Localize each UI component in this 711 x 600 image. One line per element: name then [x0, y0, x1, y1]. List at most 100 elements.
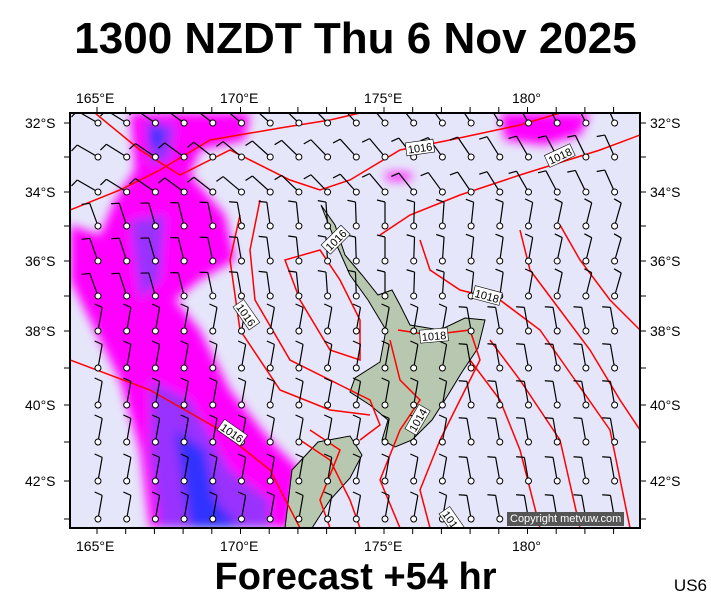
- wind-barb: [209, 453, 218, 485]
- wind-barb: [347, 269, 360, 300]
- wind-barb: [352, 340, 362, 372]
- wind-barb: [602, 306, 619, 335]
- wind-barb: [573, 417, 590, 446]
- wind-barb: [288, 270, 303, 300]
- wind-barb: [237, 453, 247, 485]
- wind-barb: [544, 380, 561, 409]
- wind-barb: [553, 198, 563, 230]
- wind-barb: [611, 233, 622, 265]
- lon-label-top: 175°E: [364, 90, 403, 106]
- wind-barb: [602, 343, 619, 372]
- wind-barb: [516, 417, 532, 446]
- isobar-label: 1018: [421, 330, 446, 344]
- wind-barb: [180, 303, 189, 335]
- wind-barb: [602, 417, 619, 446]
- wind-barb: [216, 141, 245, 161]
- wind-barb: [317, 270, 332, 300]
- wind-barb: [332, 173, 360, 196]
- wind-barb: [516, 343, 532, 372]
- wind-barb: [352, 377, 362, 409]
- wind-barb: [157, 142, 188, 161]
- wind-barb: [222, 113, 245, 127]
- wind-barb: [81, 237, 102, 265]
- wind-barb: [406, 269, 418, 300]
- wind-barb: [352, 453, 362, 485]
- wind-barb: [573, 456, 590, 485]
- axis-ticks: [64, 107, 646, 534]
- wind-barb: [288, 235, 303, 265]
- wind-barb: [602, 380, 619, 409]
- lon-label-top: 165°E: [76, 90, 115, 106]
- wind-barb: [582, 268, 593, 300]
- wind-barb: [187, 141, 217, 161]
- wind-barb: [317, 200, 332, 230]
- wind-barb: [237, 377, 247, 409]
- wind-barb: [596, 169, 619, 196]
- wind-barb: [209, 340, 218, 372]
- wind-barb: [516, 380, 532, 409]
- wind-barb: [140, 237, 159, 265]
- wind-barb: [332, 138, 360, 161]
- wind-barb: [295, 377, 304, 409]
- wind-barb: [295, 491, 304, 523]
- wind-barb: [170, 202, 188, 230]
- wind-barb: [266, 491, 275, 523]
- wind-barb: [303, 139, 332, 161]
- wind-barb: [352, 491, 362, 523]
- wind-barb: [458, 494, 475, 523]
- lat-label-left: 34°S: [25, 184, 56, 200]
- wind-barb: [376, 234, 389, 265]
- wind-barb: [458, 417, 475, 446]
- wind-barb: [602, 456, 619, 485]
- wind-barb: [553, 268, 563, 300]
- lon-label-bottom: 170°E: [220, 538, 259, 554]
- lon-label-bottom: 175°E: [364, 538, 403, 554]
- lat-label-left: 36°S: [25, 253, 56, 269]
- wind-barb: [323, 453, 333, 485]
- wind-barb: [237, 491, 247, 523]
- wind-barb: [352, 303, 362, 335]
- wind-barb: [123, 303, 132, 335]
- wind-barb: [524, 268, 534, 300]
- wind-barb: [516, 306, 532, 335]
- wind-barb: [458, 343, 475, 372]
- wind-barb: [381, 414, 390, 446]
- lat-label-right: 38°S: [650, 323, 681, 339]
- wind-barb: [604, 113, 619, 127]
- wind-barb: [128, 143, 159, 161]
- wind-barb: [170, 237, 188, 265]
- wind-barb: [229, 201, 245, 230]
- wind-barb: [611, 268, 622, 300]
- lat-label-right: 32°S: [650, 115, 681, 131]
- wind-barb: [71, 179, 102, 196]
- wind-barb: [486, 113, 504, 127]
- wind-barb: [544, 417, 561, 446]
- wind-barb: [339, 113, 360, 127]
- wind-barb: [487, 494, 504, 523]
- wind-barb: [410, 453, 419, 485]
- wind-barb: [187, 113, 217, 127]
- wind-barb: [376, 269, 389, 300]
- wind-barb: [323, 377, 333, 409]
- wind-barb: [199, 201, 217, 230]
- lon-label-bottom: 180°: [512, 538, 541, 554]
- wind-barb: [180, 453, 189, 485]
- wind-barb: [381, 303, 390, 335]
- wind-barb: [157, 177, 188, 196]
- wind-barb: [229, 236, 245, 265]
- isobar-labels: 1016 1018 1016 1018 1016 1018 1014 1016 …: [216, 138, 576, 528]
- wind-barb: [449, 171, 475, 196]
- lat-label-right: 36°S: [650, 253, 681, 269]
- wind-barb: [458, 380, 475, 409]
- lat-label-right: 40°S: [650, 397, 681, 413]
- new-zealand-land: [284, 204, 486, 528]
- wind-barb: [258, 235, 274, 265]
- wind-barb: [180, 491, 189, 523]
- wind-barb: [123, 414, 132, 446]
- wind-barb: [94, 340, 103, 372]
- lat-label-left: 32°S: [25, 115, 56, 131]
- wind-barb: [410, 491, 419, 523]
- wind-barb: [151, 491, 161, 523]
- wind-barb: [544, 343, 561, 372]
